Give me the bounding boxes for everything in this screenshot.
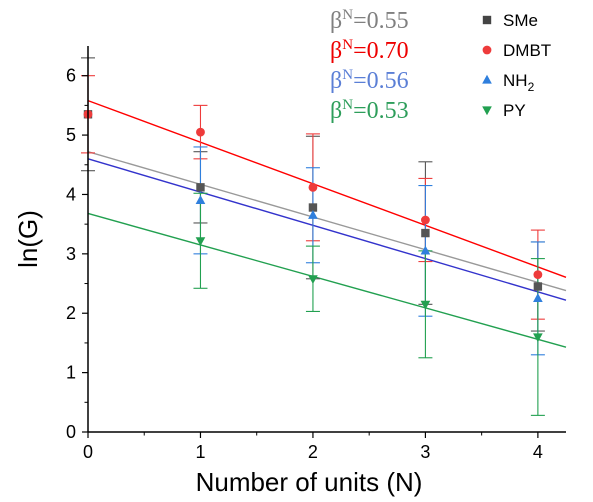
fit-line-sme (87, 151, 567, 292)
legend-label-text: DMBT (503, 41, 551, 60)
y-tick-label: 2 (66, 303, 76, 323)
fit-line-py (87, 212, 567, 348)
fit-lines (87, 99, 567, 348)
x-tick-label: 3 (420, 442, 430, 462)
data-point-nh2 (195, 195, 206, 204)
beta-value: =0.55 (353, 8, 409, 34)
x-tick-label: 2 (308, 442, 318, 462)
beta-superscript: N (342, 67, 353, 83)
legend-marker-nh (482, 74, 492, 84)
data-point-sme (308, 203, 318, 212)
legend-label: PY (503, 101, 526, 120)
legend-marker-py (482, 106, 492, 116)
y-axis-title: ln(G) (13, 210, 43, 268)
beta-annotation: βN=0.53 (330, 97, 409, 124)
beta-value: =0.70 (353, 38, 409, 64)
y-tick-label: 1 (66, 363, 76, 383)
data-point-py (420, 300, 431, 310)
data-point-dmbt (308, 182, 318, 192)
data-point-py (195, 237, 206, 247)
beta-symbol: β (330, 98, 342, 124)
data-point-py (533, 333, 543, 343)
beta-superscript: N (342, 97, 353, 113)
legend-label-subscript: 2 (528, 80, 535, 94)
beta-value: =0.56 (353, 68, 409, 94)
data-point-nh2 (420, 245, 431, 255)
y-tick-label: 0 (66, 422, 76, 442)
legend-label-text: SMe (503, 11, 538, 30)
data-point-dmbt (533, 270, 543, 280)
legend-label: NH2 (503, 71, 535, 94)
beta-superscript: N (342, 7, 353, 23)
data-point-dmbt (196, 127, 205, 137)
beta-annotation: βN=0.55 (330, 7, 409, 34)
legend-marker-dmbt (482, 45, 492, 55)
x-axis-title: Number of units (N) (196, 467, 423, 497)
beta-superscript: N (342, 37, 353, 53)
data-point-sme (533, 282, 543, 291)
legend-label: DMBT (503, 41, 551, 60)
tick-labels: 0 1 2 3 4 0 1 2 3 4 5 6 (66, 66, 543, 462)
beta-symbol: β (330, 68, 342, 94)
data-point-nh2 (533, 293, 543, 302)
x-tick-label: 1 (195, 442, 205, 462)
beta-symbol: β (330, 8, 342, 34)
x-tick-label: 4 (533, 442, 543, 462)
legend-label-text: NH (503, 71, 528, 90)
fit-line-dmbt (87, 99, 567, 278)
beta-symbol: β (330, 38, 342, 64)
fit-line-nh2 (87, 158, 567, 301)
legend-label: SMe (503, 11, 538, 30)
beta-value: =0.53 (353, 98, 409, 124)
data-point-dmbt (421, 215, 430, 225)
legend-label-text: PY (503, 101, 526, 120)
y-tick-label: 6 (66, 66, 76, 86)
y-tick-label: 4 (66, 184, 76, 204)
x-tick-label: 0 (83, 442, 93, 462)
axes (82, 46, 566, 438)
legend-marker-sme (482, 15, 492, 25)
y-tick-label: 5 (66, 125, 76, 145)
data-point-sme (196, 183, 205, 192)
beta-annotation: βN=0.70 (330, 37, 409, 64)
data-point-sme (421, 228, 430, 238)
y-tick-label: 3 (66, 244, 76, 264)
data-point-nh2 (308, 209, 318, 219)
beta-annotation: βN=0.56 (330, 67, 409, 94)
data-point-py (308, 275, 318, 285)
